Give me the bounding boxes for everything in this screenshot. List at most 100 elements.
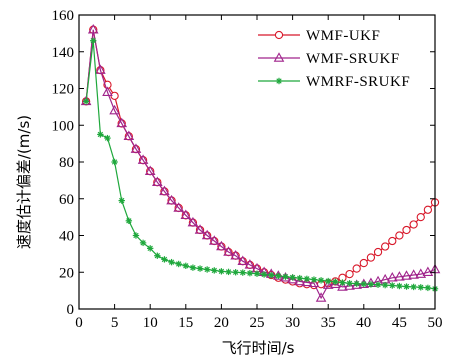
data-point bbox=[196, 265, 204, 272]
y-tick-label: 100 bbox=[52, 118, 75, 134]
data-point bbox=[90, 37, 97, 44]
data-point bbox=[415, 268, 427, 278]
data-point bbox=[132, 232, 140, 239]
data-point bbox=[315, 292, 327, 302]
series-2 bbox=[82, 37, 439, 292]
data-point bbox=[424, 284, 432, 292]
data-point bbox=[346, 280, 353, 287]
y-tick-label: 120 bbox=[52, 82, 75, 98]
data-point bbox=[87, 23, 99, 34]
legend-label: WMF-UKF bbox=[306, 28, 380, 44]
y-tick-label: 80 bbox=[59, 155, 74, 171]
y-tick-label: 0 bbox=[67, 302, 75, 318]
data-point bbox=[301, 276, 313, 287]
legend-label: WMRF-SRUKF bbox=[306, 74, 410, 90]
data-point bbox=[159, 185, 170, 196]
data-point bbox=[230, 249, 241, 260]
data-point bbox=[352, 264, 361, 273]
data-point bbox=[310, 276, 318, 283]
data-point bbox=[402, 225, 411, 235]
data-point bbox=[282, 273, 289, 280]
data-point bbox=[102, 86, 113, 96]
data-point bbox=[325, 277, 332, 285]
plot-area bbox=[80, 23, 441, 302]
data-point bbox=[147, 245, 154, 252]
data-point bbox=[218, 268, 225, 275]
y-tick-label: 40 bbox=[59, 229, 74, 245]
data-point bbox=[244, 259, 256, 269]
data-point bbox=[111, 158, 118, 166]
x-tick-label: 5 bbox=[111, 315, 119, 331]
data-point bbox=[166, 194, 177, 205]
data-point bbox=[296, 274, 303, 282]
data-point bbox=[401, 270, 412, 280]
data-point bbox=[225, 268, 232, 276]
y-tick-label: 20 bbox=[59, 265, 74, 281]
data-point bbox=[423, 205, 433, 214]
data-point bbox=[137, 154, 149, 164]
data-point bbox=[161, 256, 168, 263]
legend: WMF-UKF WMF-SRUKF WMRF-SRUKF bbox=[258, 28, 410, 90]
data-point bbox=[360, 280, 367, 288]
x-tick-label: 0 bbox=[75, 315, 83, 331]
legend-entry: WMRF-SRUKF bbox=[258, 74, 410, 90]
y-axis-label: 速度估计偏差/(m/s) bbox=[15, 115, 33, 249]
data-point bbox=[82, 98, 90, 105]
data-point bbox=[394, 271, 405, 281]
data-point bbox=[396, 282, 403, 290]
data-point bbox=[317, 277, 325, 284]
data-point bbox=[104, 134, 111, 142]
data-point bbox=[130, 143, 142, 153]
data-point bbox=[403, 283, 410, 290]
data-point bbox=[417, 284, 424, 291]
data-point bbox=[366, 253, 376, 262]
data-point bbox=[118, 197, 125, 204]
data-point bbox=[351, 279, 362, 289]
data-point bbox=[381, 242, 390, 251]
data-point bbox=[410, 283, 417, 291]
data-point bbox=[152, 176, 163, 186]
axes: 0 5 10 15 20 25 30 35 40 45 50 0 20 40 60 80 100 120 140 16… bbox=[52, 8, 443, 331]
legend-marker bbox=[275, 77, 283, 85]
data-point bbox=[203, 266, 211, 273]
data-point bbox=[201, 229, 213, 240]
data-point bbox=[345, 269, 354, 279]
legend-entry: WMF-UKF bbox=[258, 28, 380, 44]
data-point bbox=[180, 209, 192, 220]
data-point bbox=[388, 236, 397, 246]
data-point bbox=[367, 281, 375, 288]
data-point bbox=[422, 266, 434, 277]
data-point bbox=[409, 220, 418, 229]
data-point bbox=[125, 217, 133, 224]
data-point bbox=[246, 269, 254, 277]
data-point bbox=[389, 282, 396, 289]
data-point bbox=[322, 279, 334, 289]
data-point bbox=[175, 260, 182, 268]
data-point bbox=[289, 274, 296, 281]
x-tick-label: 25 bbox=[250, 315, 265, 331]
data-point bbox=[395, 231, 404, 240]
x-tick-label: 45 bbox=[392, 315, 407, 331]
data-point bbox=[168, 258, 175, 266]
data-point bbox=[173, 202, 184, 212]
data-point bbox=[187, 216, 199, 227]
data-point bbox=[268, 271, 275, 279]
data-point bbox=[97, 131, 104, 138]
legend-marker bbox=[274, 30, 284, 40]
data-point bbox=[253, 270, 261, 277]
data-point bbox=[332, 278, 339, 286]
data-point bbox=[116, 117, 128, 128]
data-point bbox=[359, 258, 368, 268]
data-point bbox=[223, 246, 234, 256]
legend-label: WMF-SRUKF bbox=[306, 51, 400, 67]
data-point bbox=[194, 224, 206, 234]
x-tick-label: 20 bbox=[214, 315, 229, 331]
data-point bbox=[144, 165, 156, 175]
x-tick-label: 30 bbox=[285, 315, 300, 331]
data-point bbox=[275, 272, 282, 280]
data-point bbox=[189, 264, 197, 271]
data-point bbox=[374, 281, 382, 288]
data-point bbox=[381, 281, 389, 289]
data-point bbox=[416, 212, 425, 222]
data-point bbox=[308, 277, 320, 288]
